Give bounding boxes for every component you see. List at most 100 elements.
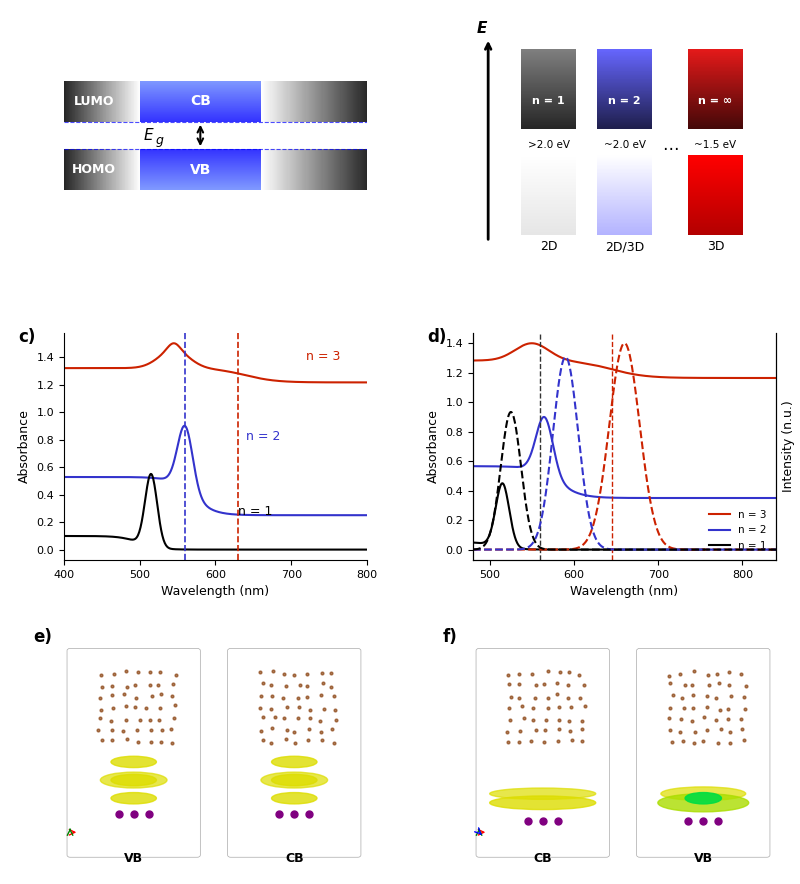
Bar [688,225,742,226]
Bar [86,149,88,190]
Bar [522,103,576,104]
Bar [121,149,122,190]
Bar [522,106,576,107]
Bar [522,57,576,58]
Bar [522,65,576,66]
Bar [598,174,652,175]
Bar [598,91,652,92]
Bar [688,197,742,199]
Bar [358,81,360,122]
Bar [522,211,576,212]
Bar [522,212,576,213]
Bar [522,121,576,122]
Bar [349,81,350,122]
Bar [281,149,282,190]
Bar [338,81,339,122]
Bar [522,168,576,170]
Bar [688,107,742,108]
Bar [522,118,576,120]
Bar [522,227,576,228]
Bar [522,226,576,227]
Bar [688,80,742,82]
Bar [92,81,94,122]
Bar [598,70,652,71]
Bar [598,186,652,187]
Text: VB: VB [190,163,211,177]
Bar [286,149,287,190]
Bar [309,149,310,190]
Bar [139,81,140,122]
Bar [64,149,66,190]
Bar [264,81,266,122]
Bar [290,81,291,122]
Bar [128,81,130,122]
Bar [598,109,652,110]
Bar [522,109,576,110]
Bar [99,81,101,122]
Bar [82,81,83,122]
Bar [598,121,652,122]
Bar [112,149,113,190]
Bar [130,81,131,122]
Bar [688,208,742,210]
Bar [118,149,120,190]
Bar [598,85,652,87]
Bar [688,198,742,200]
Text: E: E [477,21,487,36]
Bar [315,149,317,190]
Bar [322,81,323,122]
Bar [362,81,365,122]
Bar [598,227,652,228]
Bar [347,81,349,122]
Bar [598,67,652,68]
Bar [299,149,301,190]
Bar [688,117,742,118]
Bar [688,126,742,128]
Bar [286,81,288,122]
Bar [688,213,742,215]
Bar [522,201,576,202]
Bar [598,99,652,100]
Bar [598,213,652,214]
Bar [688,116,742,117]
Bar [598,71,652,72]
Bar [119,81,121,122]
Bar [350,149,352,190]
Bar [522,75,576,76]
Bar [78,81,80,122]
Bar [598,180,652,181]
Bar [522,89,576,90]
Bar [124,81,126,122]
Bar [598,90,652,91]
Bar [688,55,742,57]
Bar [298,81,300,122]
Bar [289,149,290,190]
Bar [522,232,576,233]
Bar [78,81,79,122]
Bar [119,149,121,190]
Bar [598,106,652,107]
Text: >2.0 eV: >2.0 eV [528,140,570,150]
Bar [688,209,742,210]
Bar [339,81,341,122]
Bar [267,81,269,122]
Bar [688,57,742,58]
Text: ~2.0 eV: ~2.0 eV [603,140,646,150]
Bar [67,81,68,122]
Bar [522,217,576,218]
Bar [688,156,742,157]
Text: 2D/3D: 2D/3D [605,240,644,254]
Bar [355,149,357,190]
Bar [522,88,576,89]
Bar [306,81,308,122]
Bar [270,81,271,122]
Bar [598,68,652,69]
Bar [688,200,742,202]
Bar [91,149,93,190]
Bar [312,149,314,190]
Bar [107,81,109,122]
Bar [76,149,78,190]
Bar [106,149,108,190]
Bar [598,188,652,189]
Bar [688,171,742,172]
